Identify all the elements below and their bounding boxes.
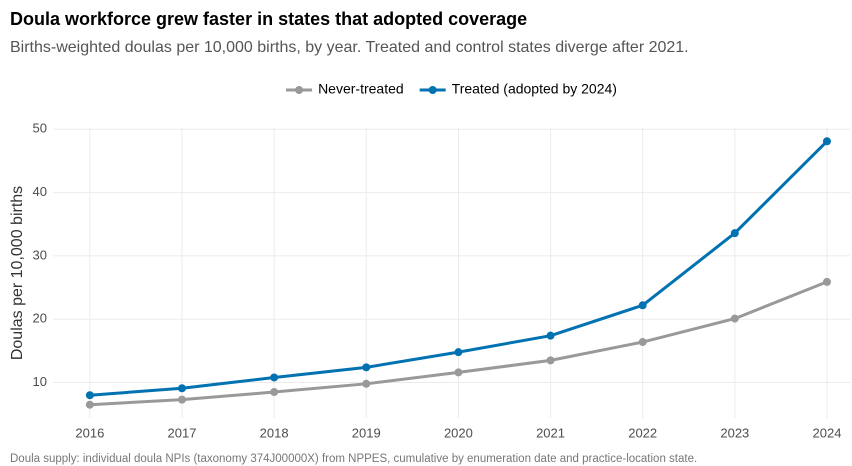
point [177, 395, 186, 404]
x-tick-label: 2024 [813, 425, 842, 440]
point [454, 368, 463, 377]
x-tick-label: 2020 [444, 425, 473, 440]
point [270, 373, 279, 382]
chart-subtitle: Births-weighted doulas per 10,000 births… [10, 39, 689, 56]
x-tick-label: 2017 [168, 425, 197, 440]
point [177, 384, 186, 393]
legend-swatch [428, 86, 437, 94]
point [546, 356, 555, 365]
legend: Never-treated Treated (adopted by 2024) [286, 81, 617, 97]
x-tick-label: 2018 [260, 425, 289, 440]
point [638, 338, 647, 347]
point [270, 388, 279, 397]
point [454, 348, 463, 357]
y-axis-label: Doulas per 10,000 births [9, 186, 26, 360]
x-tick-label: 2022 [628, 425, 657, 440]
point [822, 277, 831, 286]
point [638, 301, 647, 310]
x-tick-label: 2016 [75, 425, 104, 440]
x-tick-label: 2021 [536, 425, 565, 440]
legend-swatch [295, 86, 304, 94]
point [730, 314, 739, 323]
point [546, 331, 555, 340]
x-tick-label: 2023 [720, 425, 749, 440]
point [362, 363, 371, 372]
y-tick-label: 50 [33, 121, 47, 136]
y-tick-label: 30 [33, 247, 47, 262]
point [362, 379, 371, 388]
legend-label: Treated (adopted by 2024) [452, 81, 617, 97]
point [730, 229, 739, 238]
y-tick-label: 40 [33, 184, 47, 199]
x-tick-label: 2019 [352, 425, 381, 440]
point [822, 137, 831, 146]
point [85, 391, 94, 400]
point [85, 400, 94, 409]
caption: Doula supply: individual doula NPIs (tax… [10, 453, 697, 465]
legend-label: Never-treated [318, 81, 404, 97]
y-tick-label: 20 [33, 311, 47, 326]
y-tick-label: 10 [33, 374, 47, 389]
chart-title: Doula workforce grew faster in states th… [10, 9, 527, 29]
